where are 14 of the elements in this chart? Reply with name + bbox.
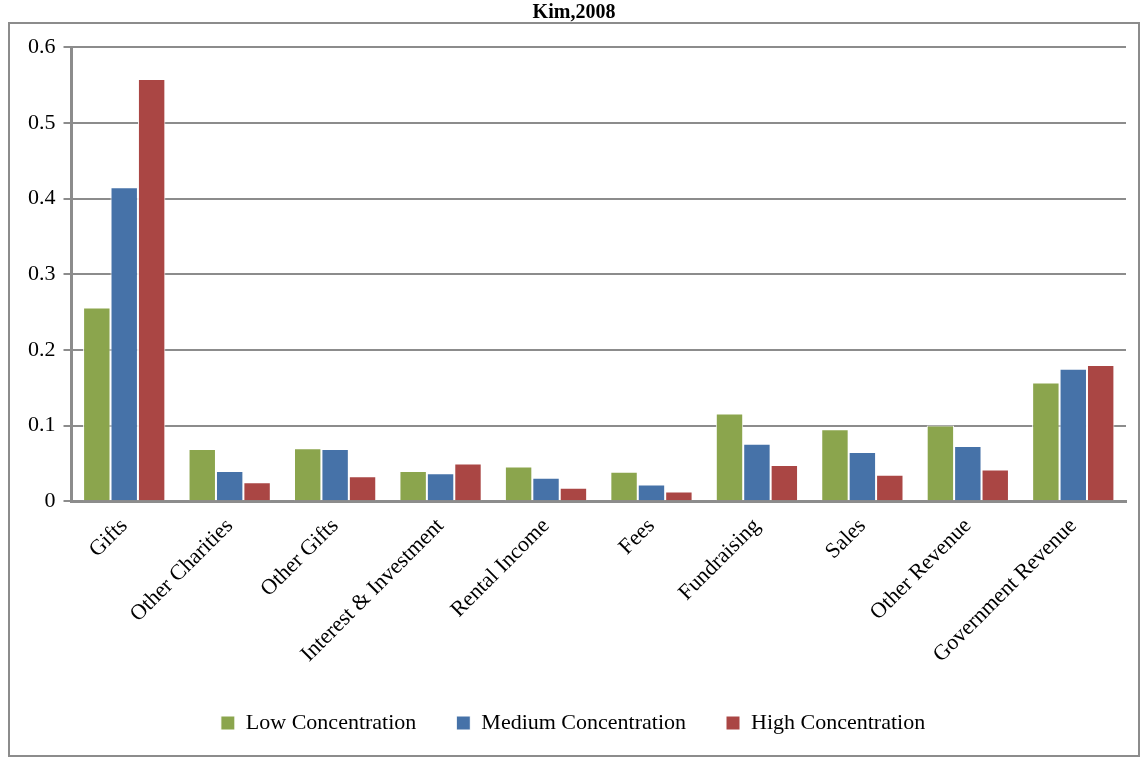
x-tick-label: Gifts bbox=[83, 512, 132, 562]
x-tick-label: Fees bbox=[612, 512, 660, 559]
x-tick-label: Sales bbox=[819, 512, 870, 564]
legend-label: Low Concentration bbox=[245, 708, 417, 734]
y-tick-label: 0 bbox=[44, 487, 56, 513]
y-tick-label: 0.4 bbox=[28, 184, 56, 210]
y-tick-label: 0.3 bbox=[28, 260, 56, 286]
y-tick-label: 0.5 bbox=[28, 108, 56, 134]
legend-label: High Concentration bbox=[751, 708, 926, 734]
chart-title: Kim,2008 bbox=[531, 0, 617, 23]
y-tick-label: 0.1 bbox=[28, 411, 56, 437]
y-tick-label: 0.6 bbox=[28, 32, 56, 58]
legend-label: Medium Concentration bbox=[481, 708, 687, 734]
y-tick-label: 0.2 bbox=[28, 335, 56, 361]
